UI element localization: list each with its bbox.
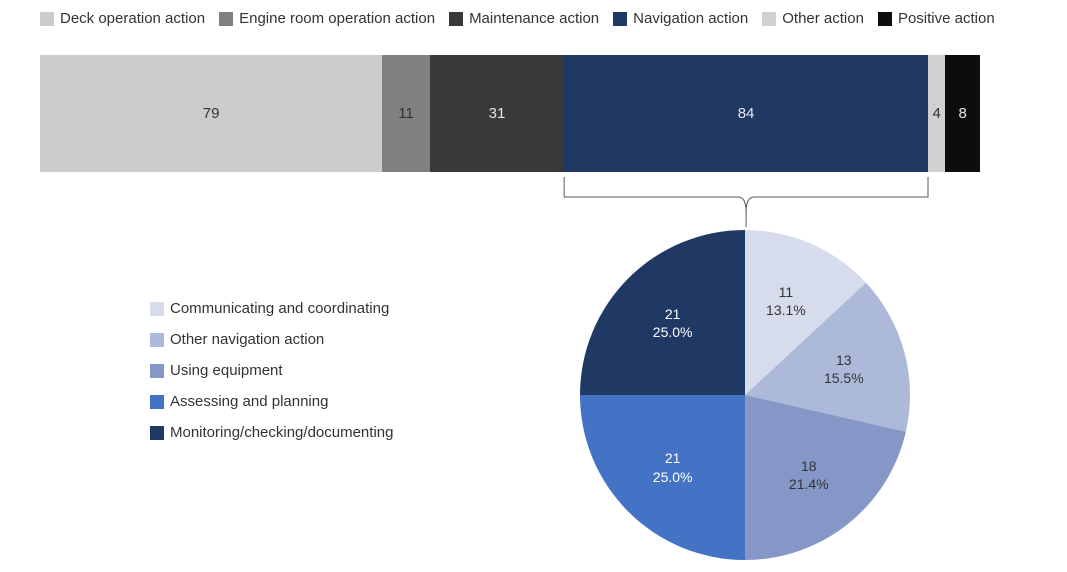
pie-legend-label: Monitoring/checking/documenting [170,424,393,441]
pie-legend-item: Assessing and planning [150,393,393,410]
pie-chart: 1113.1%1315.5%1821.4%2125.0%2125.0% [580,230,910,560]
bar-segment: 31 [430,55,564,172]
pie-legend-item: Communicating and coordinating [150,300,393,317]
bar-legend-item: Maintenance action [449,10,599,27]
bar-segment: 4 [928,55,945,172]
legend-swatch [878,12,892,26]
pie-slice-percent: 21.4% [789,475,829,493]
pie-legend-label: Communicating and coordinating [170,300,389,317]
legend-swatch [762,12,776,26]
pie-slice-label: 2125.0% [653,449,693,485]
legend-swatch [613,12,627,26]
bar-segment-value: 8 [958,105,966,122]
pie-legend-label: Assessing and planning [170,393,328,410]
bar-segment: 11 [382,55,430,172]
bar-legend-label: Navigation action [633,10,748,27]
pie-slice-percent: 25.0% [653,323,693,341]
pie-legend-item: Other navigation action [150,331,393,348]
bar-legend-item: Navigation action [613,10,748,27]
bar-legend-item: Deck operation action [40,10,205,27]
bar-legend-label: Deck operation action [60,10,205,27]
bar-segment-value: 4 [932,105,940,122]
bar-legend-item: Engine room operation action [219,10,435,27]
pie-slice-value: 13 [824,350,864,368]
bar-legend-label: Positive action [898,10,995,27]
pie-slice-label: 1315.5% [824,350,864,386]
pie-slice-value: 21 [653,304,693,322]
pie-slice-value: 18 [789,457,829,475]
bar-segment: 8 [945,55,980,172]
bar-legend-item: Positive action [878,10,995,27]
connector-bracket [40,172,980,232]
bar-legend-label: Maintenance action [469,10,599,27]
pie-slice-value: 21 [653,449,693,467]
legend-swatch [150,395,164,409]
pie-legend-label: Using equipment [170,362,283,379]
pie-slice-value: 11 [766,283,806,301]
bar-legend-label: Engine room operation action [239,10,435,27]
bar-segment-value: 11 [398,105,414,122]
legend-swatch [150,333,164,347]
pie-legend-label: Other navigation action [170,331,324,348]
bar-legend: Deck operation action Engine room operati… [40,10,995,27]
pie-slice-label: 1821.4% [789,457,829,493]
pie-slice-label: 2125.0% [653,304,693,340]
legend-swatch [150,302,164,316]
stacked-bar-chart: 79 11 31 84 4 8 [40,55,980,172]
bar-legend-label: Other action [782,10,864,27]
bar-segment: 79 [40,55,382,172]
bar-segment-value: 31 [489,105,506,122]
legend-swatch [449,12,463,26]
pie-slice-percent: 15.5% [824,369,864,387]
legend-swatch [150,426,164,440]
pie-legend-item: Using equipment [150,362,393,379]
pie-slice-label: 1113.1% [766,283,806,319]
legend-swatch [40,12,54,26]
pie-legend: Communicating and coordinating Other navi… [150,300,393,441]
legend-swatch [219,12,233,26]
pie-slice-percent: 25.0% [653,467,693,485]
bar-legend-item: Other action [762,10,864,27]
bar-segment: 84 [564,55,928,172]
pie-legend-item: Monitoring/checking/documenting [150,424,393,441]
legend-swatch [150,364,164,378]
bar-segment-value: 79 [203,105,220,122]
pie-slice-percent: 13.1% [766,301,806,319]
bar-segment-value: 84 [738,105,755,122]
